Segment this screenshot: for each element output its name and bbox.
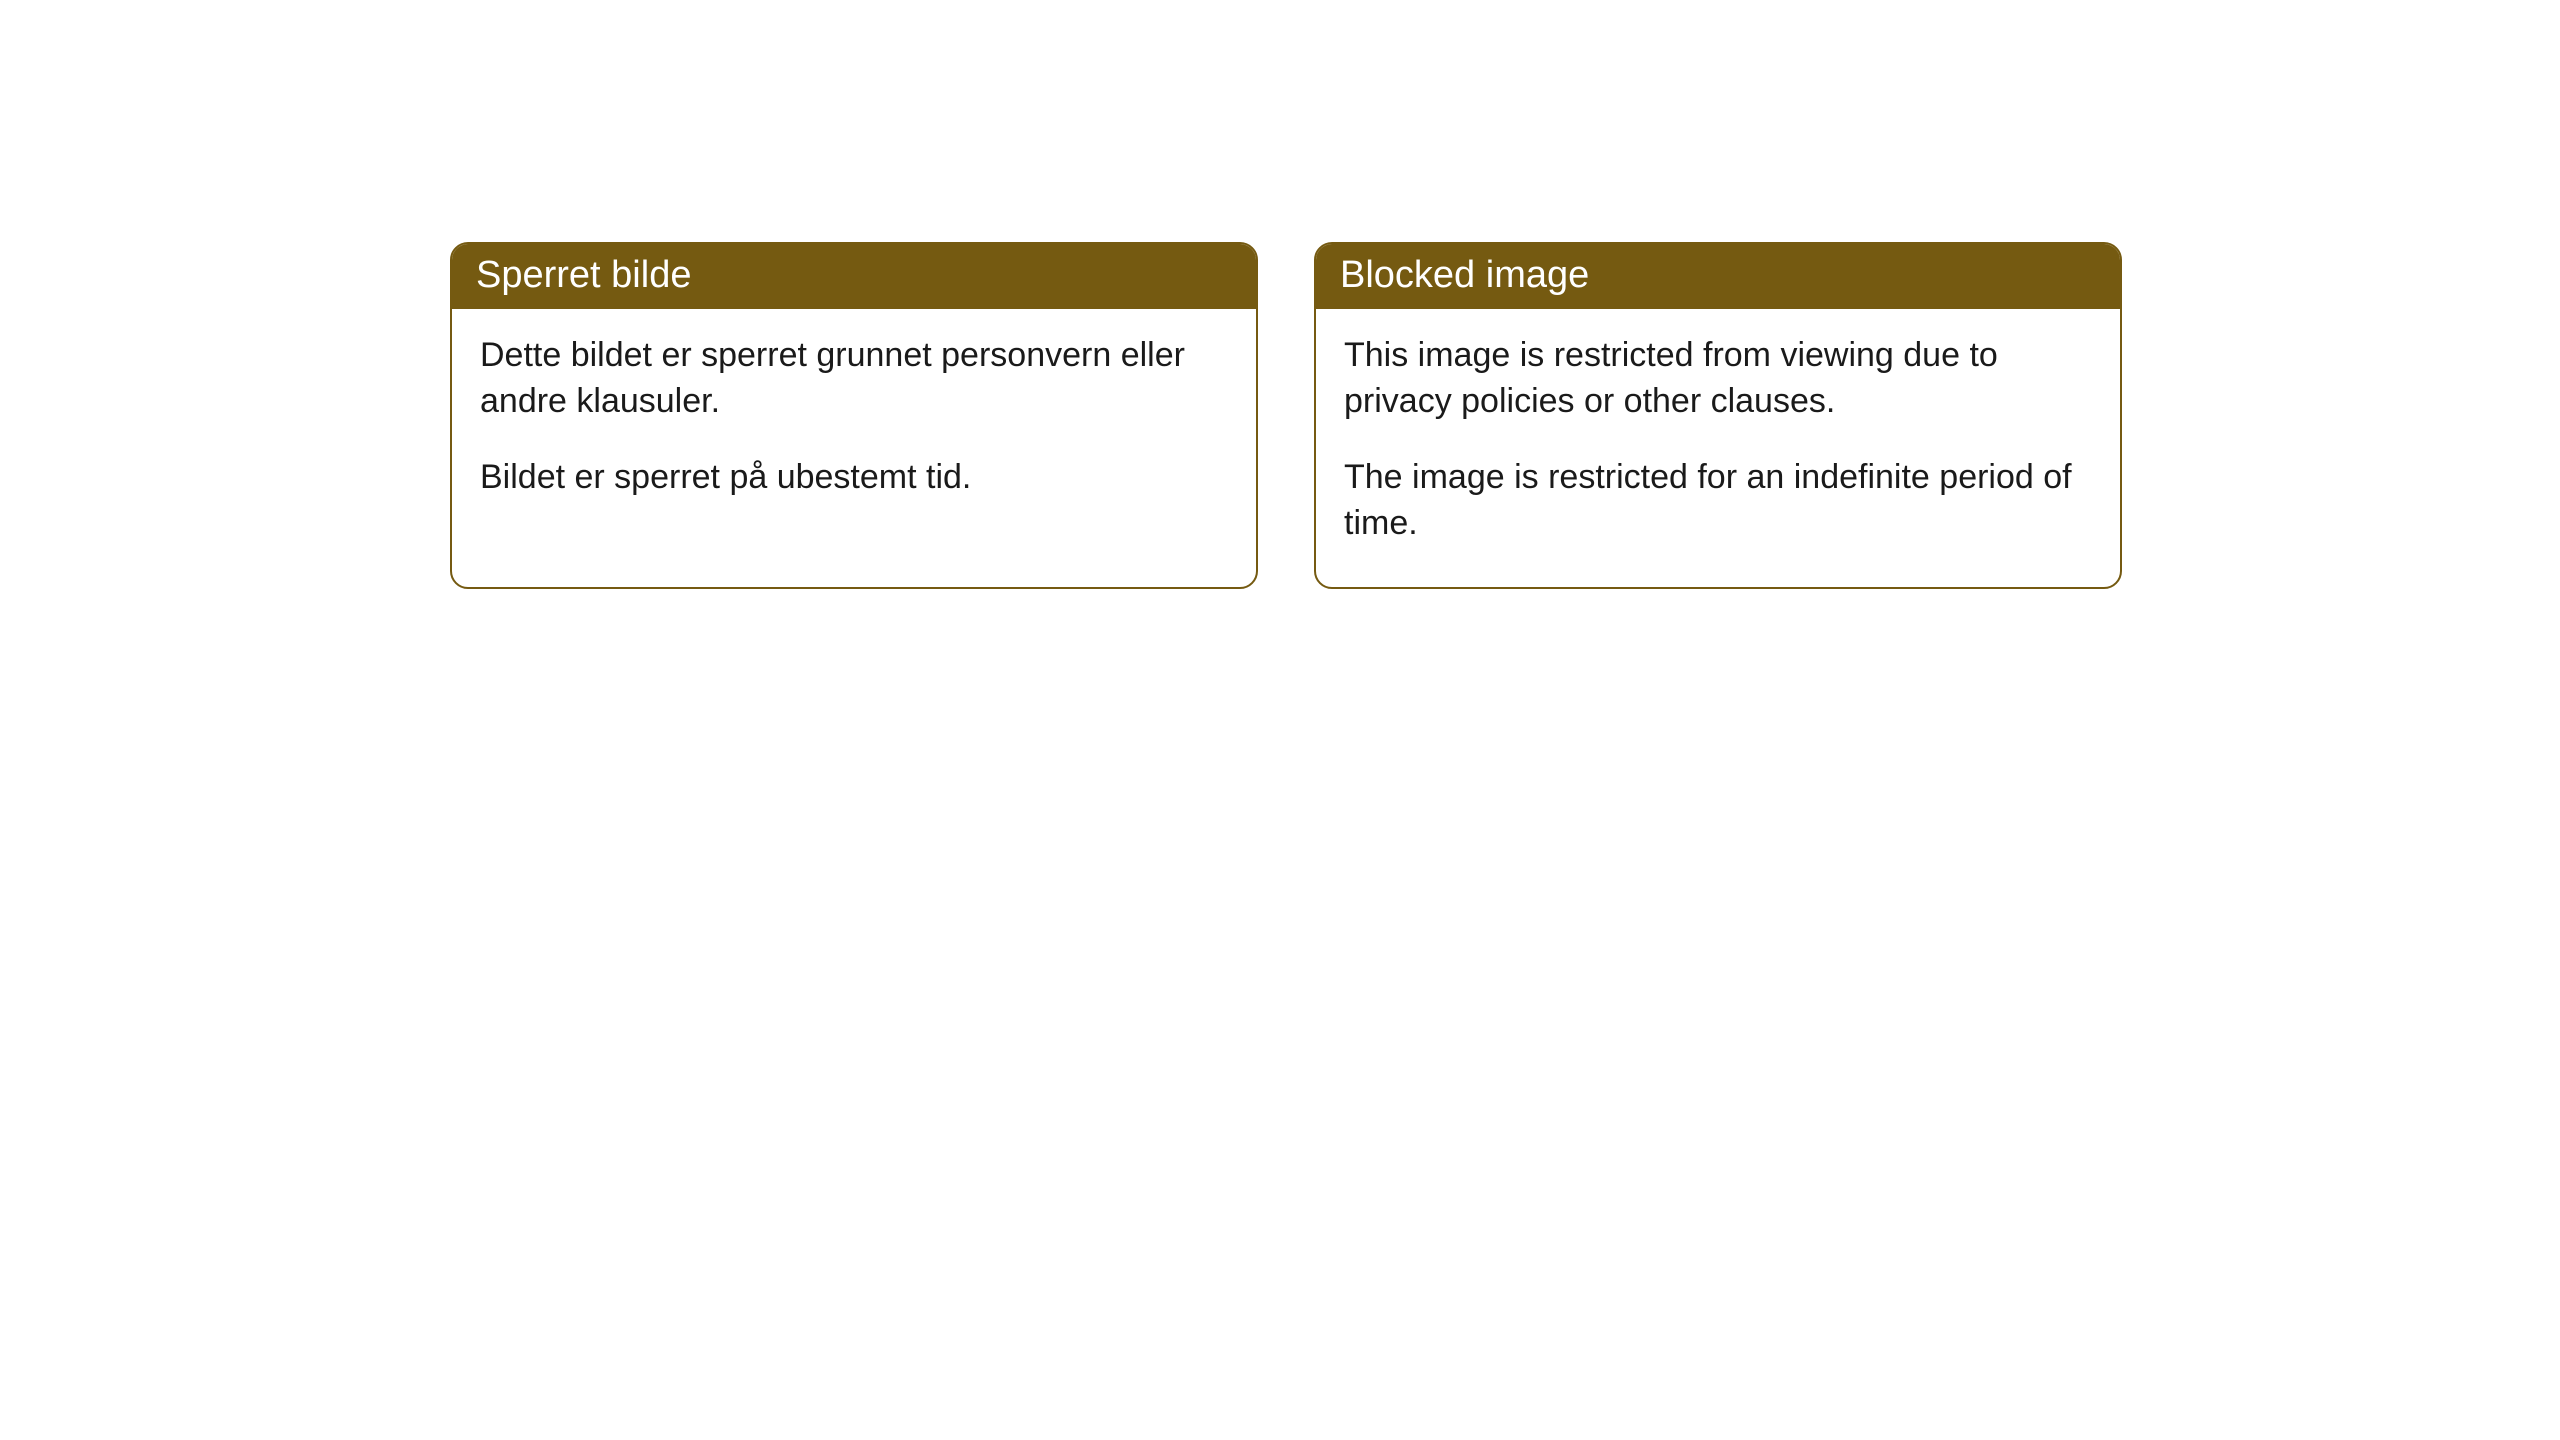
card-header: Sperret bilde bbox=[452, 244, 1256, 309]
card-paragraph-2: Bildet er sperret på ubestemt tid. bbox=[480, 455, 1228, 501]
card-body: This image is restricted from viewing du… bbox=[1316, 309, 2120, 587]
card-title: Blocked image bbox=[1340, 254, 1589, 296]
notice-cards-container: Sperret bilde Dette bildet er sperret gr… bbox=[0, 0, 2560, 589]
card-paragraph-1: This image is restricted from viewing du… bbox=[1344, 333, 2092, 425]
card-paragraph-1: Dette bildet er sperret grunnet personve… bbox=[480, 333, 1228, 425]
card-body: Dette bildet er sperret grunnet personve… bbox=[452, 309, 1256, 541]
blocked-image-card-norwegian: Sperret bilde Dette bildet er sperret gr… bbox=[450, 242, 1258, 589]
card-header: Blocked image bbox=[1316, 244, 2120, 309]
card-paragraph-2: The image is restricted for an indefinit… bbox=[1344, 455, 2092, 547]
blocked-image-card-english: Blocked image This image is restricted f… bbox=[1314, 242, 2122, 589]
card-title: Sperret bilde bbox=[476, 254, 691, 296]
